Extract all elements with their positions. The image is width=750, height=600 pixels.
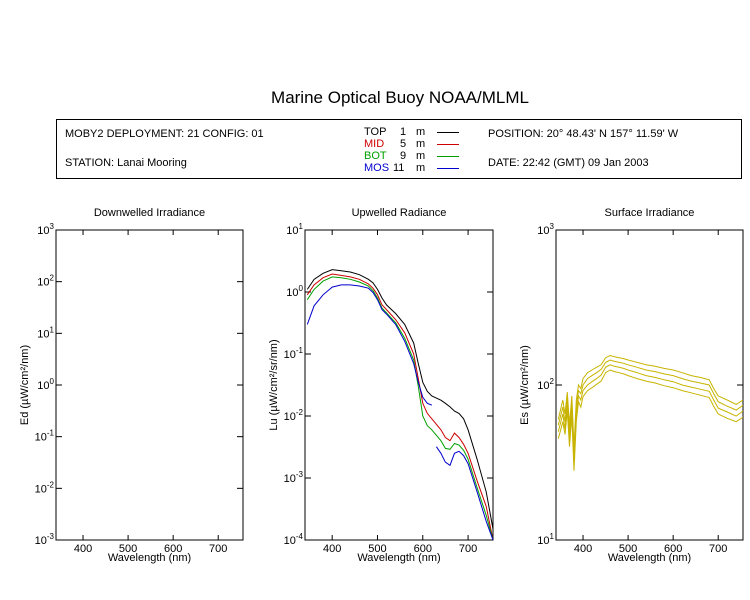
legend-name: TOP (364, 126, 387, 138)
chart-title: Upwelled Radiance (352, 207, 447, 219)
y-tick-label: 10-1 (35, 429, 55, 444)
y-axis-label: Ed (µW/cm²/nm) (19, 345, 31, 425)
legend-swatch (437, 156, 459, 157)
x-tick-label: 500 (368, 543, 386, 555)
series-line-3 (557, 369, 743, 471)
plot-frame (55, 229, 244, 541)
page-title: Marine Optical Buoy NOAA/MLML (271, 88, 529, 107)
legend-depth: 5 (400, 138, 407, 150)
x-tick-label: 600 (164, 543, 182, 555)
y-tick-label: 102 (37, 274, 54, 289)
legend-swatch (437, 168, 459, 169)
y-tick-label: 10-3 (35, 532, 55, 547)
y-tick-label: 10-3 (284, 470, 304, 485)
chart-panel-1: Upwelled Radiance 400 500 600 700 Wavelength … (268, 207, 494, 564)
series-line-0 (557, 354, 743, 447)
x-tick-label: 700 (709, 543, 727, 555)
y-tick-label: 10-2 (284, 408, 304, 423)
legend-name: MID (364, 138, 385, 150)
x-tick-label: 700 (209, 543, 227, 555)
legend-unit: m (416, 150, 426, 162)
legend-depth: 9 (400, 150, 407, 162)
plot-frame (555, 229, 744, 541)
legend-swatch (437, 144, 459, 145)
x-tick-label: 700 (459, 543, 477, 555)
y-tick-label: 101 (37, 325, 54, 340)
legend-depth: 11 (393, 162, 405, 174)
x-tick-label: 400 (323, 543, 341, 555)
y-tick-label: 101 (286, 222, 303, 237)
deployment-text: MOBY2 DEPLOYMENT: 21 CONFIG: 01 (65, 128, 264, 140)
y-axis-label: Lu (µW/cm²/sr/nm) (268, 339, 280, 430)
x-tick-label: 500 (619, 543, 637, 555)
position-text: POSITION: 20° 48.43' N 157° 11.59' W (488, 128, 679, 140)
x-tick-label: 600 (414, 543, 432, 555)
x-tick-label: 400 (574, 543, 592, 555)
legend-name: MOS (364, 162, 390, 174)
x-tick-label: 600 (664, 543, 682, 555)
y-tick-label: 102 (537, 377, 554, 392)
legend-unit: m (416, 162, 426, 174)
legend-depth: 1 (400, 126, 407, 138)
info-box: MOBY2 DEPLOYMENT: 21 CONFIG: 01 STATION:… (56, 119, 742, 179)
legend-unit: m (416, 126, 426, 138)
x-tick-label: 400 (74, 543, 92, 555)
series-line-4 (435, 446, 493, 540)
y-tick-label: 10-2 (35, 480, 55, 495)
x-tick-label: 500 (119, 543, 137, 555)
y-tick-label: 103 (37, 222, 54, 237)
chart-panel-2: Surface Irradiance 400 500 600 700 Wavelength… (519, 207, 744, 564)
y-tick-label: 10-1 (284, 346, 304, 361)
series-line-1 (306, 273, 493, 540)
legend-unit: m (416, 138, 426, 150)
y-tick-label: 10-4 (284, 532, 304, 547)
y-tick-label: 100 (37, 377, 54, 392)
chart-title: Surface Irradiance (605, 207, 695, 219)
series-line-3 (306, 284, 432, 406)
y-axis-label: Es (µW/cm²/nm) (519, 345, 531, 425)
x-axis-label: Wavelength (nm) (608, 552, 691, 564)
plot-frame (304, 229, 494, 541)
chart-title: Downwelled Irradiance (94, 207, 205, 219)
legend-name: BOT (364, 150, 387, 162)
x-axis-label: Wavelength (nm) (357, 552, 440, 564)
y-tick-label: 100 (286, 284, 303, 299)
x-axis-label: Wavelength (nm) (108, 552, 191, 564)
y-tick-label: 101 (537, 532, 554, 547)
y-tick-label: 103 (537, 222, 554, 237)
legend-swatch (437, 132, 459, 133)
series-line-2 (306, 276, 493, 540)
series-line-2 (557, 364, 743, 462)
chart-panel-0: Downwelled Irradiance 400 500 600 700 Wavelen… (19, 207, 244, 564)
date-text: DATE: 22:42 (GMT) 09 Jan 2003 (488, 157, 649, 169)
series-line-0 (306, 269, 493, 530)
station-text: STATION: Lanai Mooring (65, 157, 187, 169)
